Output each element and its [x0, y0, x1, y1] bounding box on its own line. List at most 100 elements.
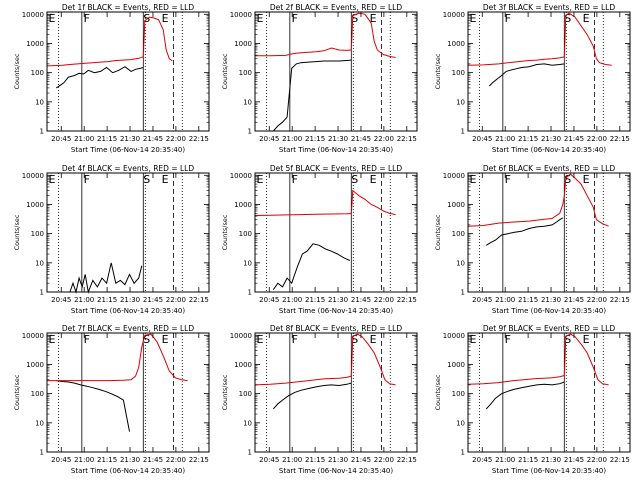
y-axis-label: Counts/sec [13, 374, 21, 410]
y-tick-label: 10000 [443, 172, 465, 180]
x-tick-label: 20:45 [259, 135, 279, 143]
x-tick-label: 20:45 [472, 135, 492, 143]
x-tick-label: 21:30 [541, 456, 561, 464]
segment-letter: E [370, 12, 377, 25]
x-tick-label: 22:00 [587, 135, 607, 143]
x-tick-label: 21:30 [328, 135, 348, 143]
x-tick-label: 21:00 [495, 135, 515, 143]
x-tick-label: 22:00 [166, 456, 186, 464]
y-axis-label: Counts/sec [434, 53, 442, 89]
events-series-line [489, 63, 565, 87]
segment-letter: S [143, 12, 150, 25]
y-axis-label: Counts/sec [221, 53, 229, 89]
segment-letter: E [470, 12, 477, 25]
x-tick-label: 22:15 [189, 456, 209, 464]
x-tick-label: 22:00 [166, 135, 186, 143]
x-tick-label: 20:45 [472, 296, 492, 304]
plot-frame [467, 11, 631, 132]
x-axis-label: Start Time (06-Nov-14 20:35:40) [279, 146, 393, 154]
events-series-line [69, 262, 143, 294]
segment-letter: F [505, 12, 511, 25]
y-tick-label: 1000 [234, 40, 252, 48]
y-tick-label: 1000 [234, 201, 252, 209]
x-tick-label: 21:45 [351, 456, 371, 464]
y-tick-label: 10 [456, 419, 465, 427]
x-tick-label: 22:00 [374, 296, 394, 304]
segment-letter: S [143, 173, 150, 186]
y-axis-label: Counts/sec [13, 53, 21, 89]
x-tick-label: 20:45 [51, 456, 71, 464]
x-tick-label: 21:30 [120, 135, 140, 143]
events-series-line [485, 381, 565, 410]
y-tick-label: 1000 [26, 40, 44, 48]
x-axis-label: Start Time (06-Nov-14 20:35:40) [279, 307, 393, 315]
x-tick-label: 21:45 [143, 296, 163, 304]
x-axis-label: Start Time (06-Nov-14 20:35:40) [492, 146, 606, 154]
x-tick-label: 21:30 [120, 296, 140, 304]
x-tick-label: 21:45 [564, 456, 584, 464]
y-tick-label: 10000 [443, 332, 465, 340]
segment-letter: F [292, 12, 298, 25]
segment-letter: E [583, 173, 590, 186]
events-series-line [272, 382, 352, 410]
events-series-line [56, 380, 130, 432]
y-tick-label: 1 [461, 449, 465, 457]
plot-frame [46, 332, 210, 453]
x-tick-label: 22:00 [587, 456, 607, 464]
y-axis-label: Counts/sec [221, 214, 229, 250]
y-tick-label: 10 [243, 419, 252, 427]
y-tick-label: 1000 [26, 201, 44, 209]
y-tick-label: 1000 [26, 361, 44, 369]
chart-panel-9: Det 9f BLACK = Events, RED = LLD Counts/s… [434, 324, 631, 475]
segment-letter: E [470, 173, 477, 186]
segment-letter: S [564, 173, 571, 186]
events-series-line [486, 217, 564, 246]
x-tick-label: 20:45 [472, 456, 492, 464]
y-tick-label: 100 [31, 69, 44, 77]
x-tick-label: 21:45 [351, 135, 371, 143]
y-tick-label: 10 [456, 259, 465, 267]
x-tick-label: 22:15 [397, 456, 417, 464]
x-axis-label: Start Time (06-Nov-14 20:35:40) [492, 307, 606, 315]
chart-panel-2: Det 2f BLACK = Events, RED = LLD Counts/s… [221, 3, 418, 154]
events-series-line [272, 59, 352, 132]
segment-letter: E [162, 333, 169, 346]
segment-letter: E [257, 12, 264, 25]
chart-title: Det 6f BLACK = Events, RED = LLD [483, 164, 616, 173]
segment-letter: E [370, 173, 377, 186]
x-tick-label: 21:30 [541, 296, 561, 304]
y-tick-label: 1 [40, 449, 44, 457]
plot-frame [467, 172, 631, 293]
segment-letter: F [84, 12, 90, 25]
x-tick-label: 21:30 [328, 456, 348, 464]
x-tick-label: 21:45 [351, 296, 371, 304]
y-tick-label: 10 [456, 98, 465, 106]
y-tick-label: 1000 [447, 201, 465, 209]
y-tick-label: 1 [40, 128, 44, 136]
chart-title: Det 8f BLACK = Events, RED = LLD [270, 324, 403, 333]
y-tick-label: 100 [31, 230, 44, 238]
x-tick-label: 21:45 [143, 456, 163, 464]
x-tick-label: 21:15 [97, 456, 117, 464]
chart-title: Det 3f BLACK = Events, RED = LLD [483, 3, 616, 12]
chart-title: Det 7f BLACK = Events, RED = LLD [62, 324, 195, 333]
y-tick-label: 1 [461, 289, 465, 297]
y-tick-label: 1 [248, 449, 252, 457]
x-tick-label: 21:30 [541, 135, 561, 143]
x-tick-label: 22:15 [610, 135, 630, 143]
y-tick-label: 100 [452, 230, 465, 238]
y-tick-label: 1000 [234, 361, 252, 369]
segment-letter: S [564, 333, 571, 346]
y-tick-label: 10 [243, 259, 252, 267]
events-series-line [55, 66, 144, 89]
plot-frame [254, 332, 418, 453]
x-tick-label: 21:30 [120, 456, 140, 464]
x-tick-label: 21:15 [305, 456, 325, 464]
y-axis-label: Counts/sec [13, 214, 21, 250]
x-tick-label: 22:00 [166, 296, 186, 304]
segment-letter: E [257, 333, 264, 346]
x-tick-label: 21:00 [74, 456, 94, 464]
y-tick-label: 10000 [230, 172, 252, 180]
y-tick-label: 10000 [22, 172, 44, 180]
y-axis-label: Counts/sec [221, 374, 229, 410]
